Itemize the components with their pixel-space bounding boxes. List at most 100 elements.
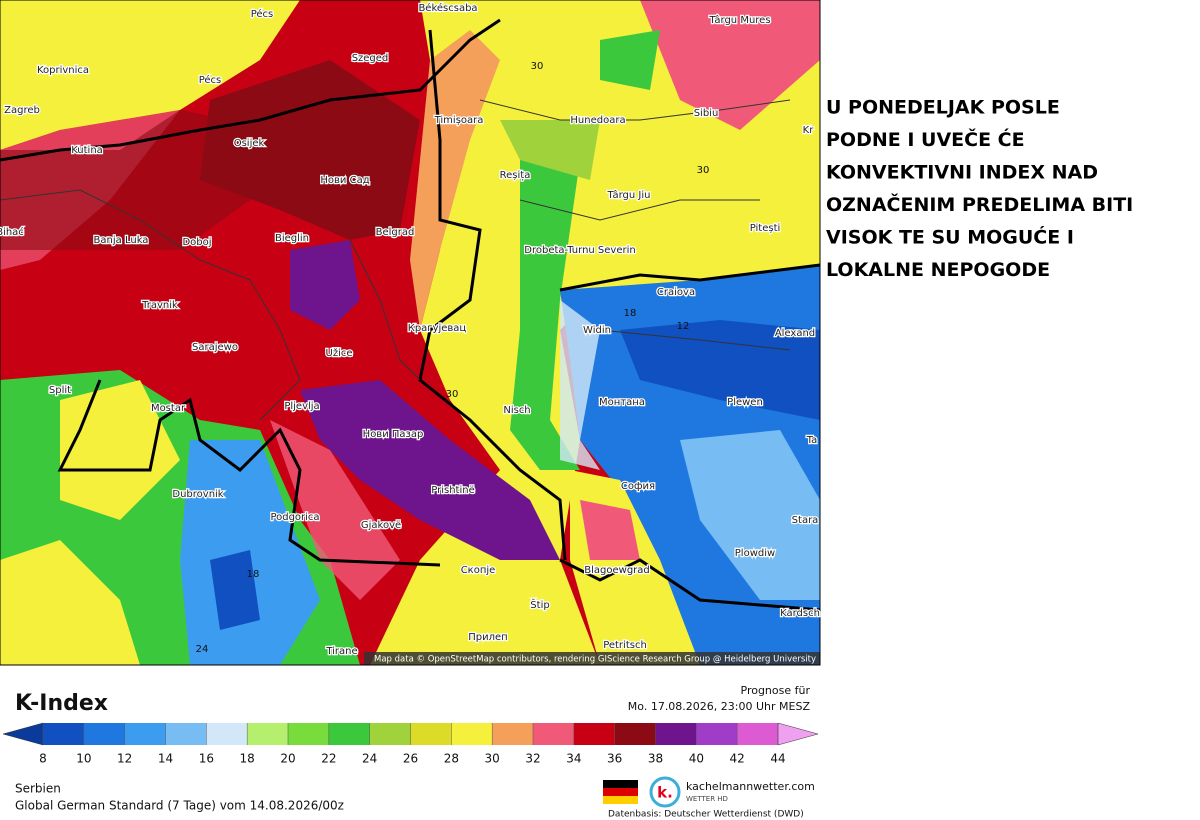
city-label: Nisch	[503, 405, 530, 416]
color-legend: 8 10 12 14 16 18 20 22 24 26 28 30 32 34 36 38 40 42 44	[2, 722, 819, 766]
side-note: U PONEDELJAK POSLE PODNE I UVEČE ĆE KONVEK…	[826, 97, 1133, 282]
city-label: Kutina	[71, 145, 103, 156]
city-label: Craiova	[657, 287, 695, 298]
map	[0, 0, 820, 665]
legend-tick-label: 28	[444, 752, 459, 766]
contour-label: 12	[677, 321, 690, 332]
city-label: Скопје	[461, 564, 496, 576]
note-line: PODNE I UVEČE ĆE	[826, 127, 1025, 151]
city-label: Târgu Jiu	[607, 189, 651, 201]
city-label: Крагујевац	[408, 322, 467, 334]
legend-tick-label: 24	[362, 752, 377, 766]
legend-tick-label: 30	[485, 752, 500, 766]
city-label: Sarajewo	[192, 342, 238, 353]
legend-tick-label: 8	[39, 752, 47, 766]
forecast-label: Prognose für	[741, 684, 811, 697]
legend-swatch	[655, 723, 697, 745]
legend-tick-label: 44	[770, 752, 785, 766]
city-label: Zagreb	[4, 105, 40, 116]
legend-tick-label: 18	[240, 752, 255, 766]
source: Datenbasis: Deutscher Wetterdienst (DWD)	[608, 810, 804, 820]
city-label: Podgorica	[270, 512, 319, 523]
legend-arrow-high	[777, 722, 819, 746]
city-label: Doboj	[182, 237, 211, 248]
city-label: Pitești	[750, 223, 781, 234]
legend-tick-label: 40	[689, 752, 704, 766]
city-label: София	[621, 481, 655, 492]
legend-tick-label: 12	[117, 752, 132, 766]
city-label: Prishtinë	[431, 485, 474, 496]
city-label: Ta	[806, 435, 818, 446]
city-label: Blagoewgrad	[584, 565, 650, 576]
legend-swatch	[206, 723, 248, 745]
city-label: Mostar	[151, 403, 186, 414]
legend-swatch	[614, 723, 656, 745]
legend-tick-label: 38	[648, 752, 663, 766]
city-label: Travnik	[141, 300, 178, 311]
contour-label: 24	[196, 644, 209, 655]
legend-swatch	[165, 723, 207, 745]
legend-arrow-low	[2, 722, 44, 746]
flag	[603, 780, 638, 804]
forecast-time: Mo. 17.08.2026, 23:00 Uhr MESZ	[628, 700, 811, 713]
contour-label: 30	[697, 165, 710, 176]
legend-tick-label: 22	[321, 752, 336, 766]
city-label: Szeged	[352, 53, 389, 64]
legend-swatch	[247, 723, 288, 745]
legend-swatch	[369, 723, 411, 745]
city-label: Kr	[803, 125, 815, 136]
logo-text: k.	[657, 784, 673, 802]
city-labels: Pécs Békéscsaba Târgu Mures Koprivnica Szege…	[0, 1, 821, 659]
city-label: Alexand	[775, 328, 815, 339]
city-label: Belgrad	[376, 227, 415, 238]
legend-tick-label: 10	[76, 752, 91, 766]
city-label: Hunedoara	[570, 115, 625, 126]
city-label: Osijek	[234, 138, 265, 149]
city-label: Pécs	[251, 8, 274, 20]
contour-label: 30	[446, 389, 459, 400]
legend-swatch	[573, 723, 615, 745]
city-label: Kardsch	[780, 608, 820, 619]
city-label: Gjakovë	[361, 520, 401, 531]
note-line: LOKALNE NEPOGODE	[826, 259, 1050, 281]
city-label: Drobeta-Turnu Severin	[524, 245, 635, 256]
legend-tick-label: 42	[730, 752, 745, 766]
city-label: Plewen	[727, 397, 763, 408]
city-label: Békéscsaba	[418, 2, 477, 14]
city-label: Widin	[583, 325, 611, 336]
legend-swatch	[737, 723, 778, 745]
note-line: VISOK TE SU MOGUĆE I	[826, 225, 1074, 249]
city-label: Pljevlja	[284, 401, 319, 412]
attribution: Map data © OpenStreetMap contributors, r…	[374, 655, 816, 665]
legend-tick-label: 20	[280, 752, 295, 766]
legend-tick-label: 36	[607, 752, 622, 766]
legend-swatch	[410, 723, 452, 745]
legend-tick-label: 16	[199, 752, 214, 766]
region: Serbien	[15, 782, 61, 796]
city-label: Прилеп	[468, 632, 507, 643]
legend-tick-label: 34	[566, 752, 581, 766]
city-label: Banja Luka	[94, 235, 149, 246]
legend-swatch	[451, 723, 493, 745]
contour-label: 18	[624, 308, 637, 319]
city-label: Монтана	[599, 397, 645, 408]
city-label: Bihać	[0, 226, 24, 238]
legend-swatch	[492, 723, 533, 745]
legend-tick-label: 26	[403, 752, 418, 766]
city-label: Sibiu	[694, 108, 719, 119]
city-label: Split	[49, 385, 71, 396]
legend-swatch	[533, 723, 574, 745]
city-label: Tirane	[325, 646, 357, 657]
note-line: OZNAČENIM PREDELIMA BITI	[826, 192, 1133, 216]
city-label: Petritsch	[603, 640, 647, 651]
legend-swatch	[696, 723, 738, 745]
contour-label: 30	[531, 61, 544, 72]
legend-swatch	[328, 723, 370, 745]
city-label: Bieglin	[275, 233, 309, 244]
city-label: Koprivnica	[37, 65, 89, 76]
brand-sub: WETTER HD	[686, 795, 728, 803]
city-label: Reșița	[500, 170, 531, 181]
note-line: U PONEDELJAK POSLE	[826, 97, 1060, 119]
